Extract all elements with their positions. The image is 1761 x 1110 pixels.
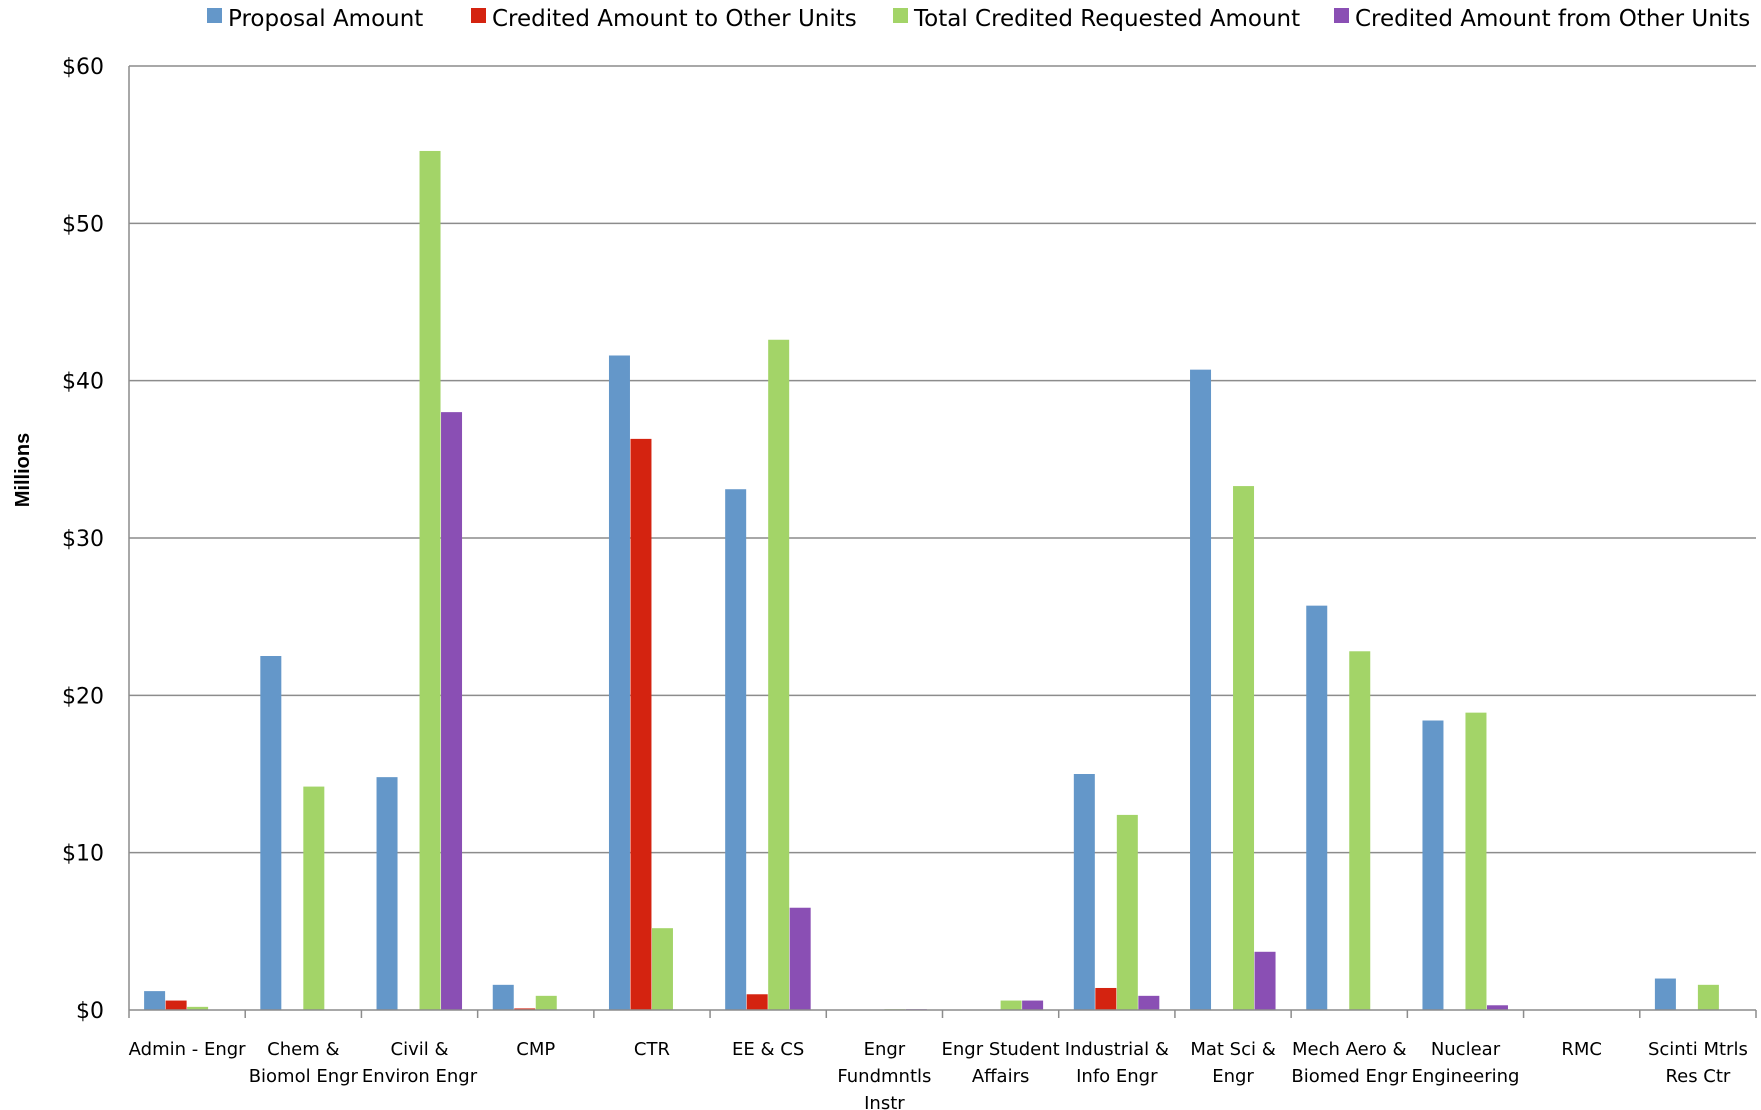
bar xyxy=(1697,984,1719,1010)
bar xyxy=(492,984,514,1010)
legend-swatch xyxy=(1334,8,1349,23)
bar xyxy=(376,777,398,1010)
bar xyxy=(1422,720,1444,1010)
x-tick-label: Chem & Biomol Engr xyxy=(249,1039,359,1087)
bar xyxy=(1233,486,1255,1011)
bar xyxy=(651,928,673,1010)
bar xyxy=(1073,774,1095,1010)
bar xyxy=(1095,987,1117,1010)
legend-swatch xyxy=(471,8,486,23)
axes xyxy=(128,66,1757,1018)
x-tick-label: Nuclear Engineering xyxy=(1411,1039,1519,1087)
bar xyxy=(1116,814,1138,1010)
y-tick-label: $50 xyxy=(62,212,104,237)
bar xyxy=(1190,369,1212,1010)
legend-label: Total Credited Requested Amount xyxy=(913,6,1300,32)
y-tick-label: $0 xyxy=(76,999,104,1024)
x-tick-label: Civil & Environ Engr xyxy=(362,1039,478,1087)
bar xyxy=(1465,712,1487,1010)
bar xyxy=(1349,651,1371,1010)
bars xyxy=(144,150,1719,1011)
x-tick-label: Engr Fundmntls Instr xyxy=(837,1039,931,1110)
bar xyxy=(144,991,166,1010)
legend-label: Credited Amount to Other Units xyxy=(492,6,857,32)
bar xyxy=(165,1000,187,1010)
bar xyxy=(608,355,630,1010)
legend-swatch xyxy=(207,8,222,23)
bar xyxy=(1000,1000,1022,1010)
x-tick-label: EE & CS xyxy=(732,1039,804,1060)
x-tick-label: Engr Student Affairs xyxy=(942,1039,1060,1087)
legend: Proposal Amount Credited Amount to Other … xyxy=(207,6,1750,32)
y-axis-label: Millions xyxy=(12,433,34,507)
bar xyxy=(725,489,747,1010)
x-tick-label: Admin - Engr xyxy=(129,1039,247,1060)
bar xyxy=(260,656,282,1010)
bar xyxy=(1138,995,1160,1010)
x-tick-label: Mat Sci & Engr xyxy=(1190,1039,1275,1087)
bar xyxy=(187,1006,209,1010)
bar xyxy=(535,995,557,1010)
bar xyxy=(630,438,652,1010)
bar xyxy=(419,150,441,1010)
bar xyxy=(746,994,768,1010)
bar xyxy=(1654,978,1676,1010)
y-tick-label: $40 xyxy=(62,370,104,395)
gridlines xyxy=(129,65,1756,854)
x-tick-label: Industrial & Info Engr xyxy=(1065,1039,1169,1087)
bar xyxy=(1306,605,1328,1010)
legend-item: Total Credited Requested Amount xyxy=(893,6,1300,32)
x-tick-label: RMC xyxy=(1561,1039,1602,1060)
legend-item: Proposal Amount xyxy=(207,6,423,32)
x-tick-label: Scinti Mtrls Res Ctr xyxy=(1648,1039,1748,1087)
x-tick-label: CMP xyxy=(516,1039,555,1060)
x-tick-label: Mech Aero & Biomed Engr xyxy=(1291,1039,1407,1087)
legend-label: Proposal Amount xyxy=(228,6,423,32)
legend-item: Credited Amount to Other Units xyxy=(471,6,857,32)
y-tick-label: $20 xyxy=(62,684,104,709)
x-tick-label: CTR xyxy=(634,1039,670,1060)
y-tick-labels: $0 $10 $20 $30 $40 $50 $60 xyxy=(62,55,104,1024)
bar xyxy=(1254,951,1276,1010)
bar xyxy=(789,907,811,1010)
bar xyxy=(1486,1005,1508,1010)
legend-label: Credited Amount from Other Units xyxy=(1355,6,1750,32)
bar xyxy=(441,412,463,1011)
y-tick-label: $60 xyxy=(62,55,104,80)
bar xyxy=(514,1008,536,1010)
legend-swatch xyxy=(893,8,908,23)
legend-item: Credited Amount from Other Units xyxy=(1334,6,1750,32)
bar xyxy=(1022,1000,1044,1010)
y-tick-label: $10 xyxy=(62,842,104,867)
bar xyxy=(303,786,325,1010)
y-tick-label: $30 xyxy=(62,527,104,552)
bar xyxy=(768,339,790,1010)
